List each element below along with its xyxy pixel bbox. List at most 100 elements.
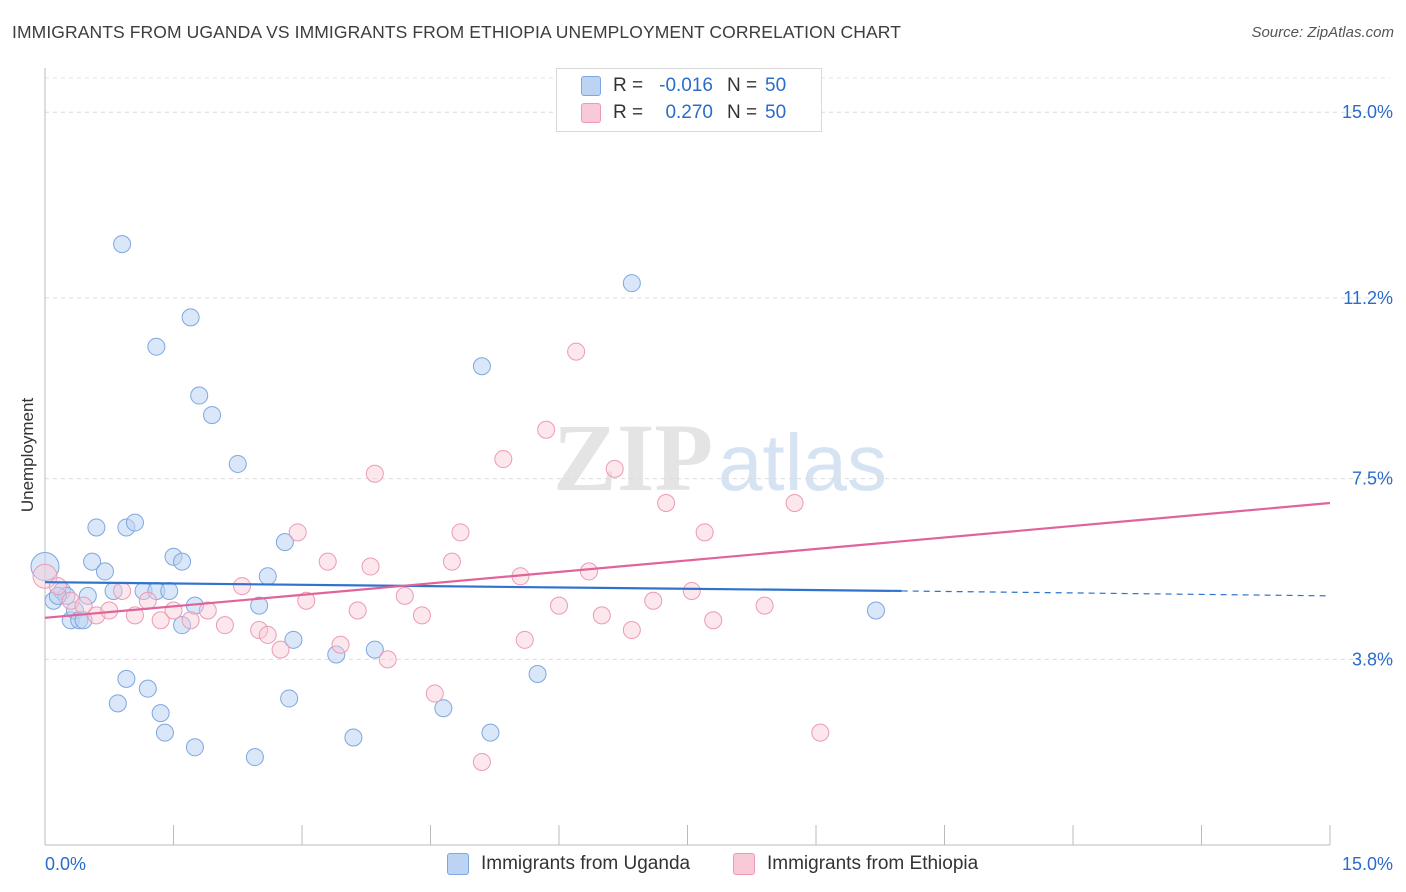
legend-label: Immigrants from Uganda: [481, 853, 691, 874]
uganda-point: [113, 235, 132, 254]
legend-item-uganda[interactable]: Immigrants from Uganda: [447, 852, 690, 876]
y-tick-label: 3.8%: [1352, 649, 1393, 669]
uganda-point: [190, 386, 209, 405]
y-tick-label: 15.0%: [1342, 102, 1393, 122]
uganda-point: [108, 694, 127, 713]
x-tick-label: 0.0%: [45, 854, 86, 874]
uganda-point: [258, 567, 277, 586]
ethiopia-point: [233, 577, 252, 596]
ethiopia-point: [755, 596, 774, 615]
ethiopia-point: [365, 464, 384, 483]
ethiopia-point: [181, 611, 200, 630]
uganda-point: [78, 586, 97, 605]
uganda-point: [160, 581, 179, 600]
ethiopia-point: [442, 552, 461, 571]
uganda-trend-extension: [901, 590, 1331, 597]
ethiopia-point: [378, 650, 397, 669]
uganda-point: [95, 562, 114, 581]
ethiopia-point: [331, 635, 350, 654]
uganda-point: [344, 728, 363, 747]
watermark-atlas: atlas: [718, 418, 887, 507]
ethiopia-point: [785, 494, 804, 513]
uganda-point: [280, 689, 299, 708]
ethiopia-point: [592, 606, 611, 625]
x-tick-label: 15.0%: [1342, 854, 1393, 874]
uganda-point: [250, 596, 269, 615]
ethiopia-point: [164, 601, 183, 620]
uganda-point: [622, 274, 641, 293]
watermark-zip: ZIP: [553, 404, 713, 511]
uganda-point: [528, 665, 547, 684]
ethiopia-point: [348, 601, 367, 620]
n-value: 50: [765, 75, 787, 96]
ethiopia-point: [605, 459, 624, 478]
n-label: N =: [727, 102, 758, 123]
uganda-trend-line: [44, 581, 902, 593]
ethiopia-point: [425, 684, 444, 703]
uganda-point: [87, 518, 106, 537]
legend-label: Immigrants from Ethiopia: [767, 853, 979, 874]
legend-item-ethiopia[interactable]: Immigrants from Ethiopia: [733, 852, 978, 876]
uganda-point: [138, 679, 157, 698]
legend-row-uganda: R = -0.016 N = 50: [581, 74, 786, 98]
ethiopia-point: [138, 591, 157, 610]
ethiopia-point: [48, 577, 67, 596]
r-label: R =: [613, 102, 644, 123]
ethiopia-legend-swatch: [733, 853, 755, 875]
r-value: 0.270: [665, 102, 713, 123]
source-label: Source: ZipAtlas.com: [1251, 24, 1394, 41]
ethiopia-point: [657, 494, 676, 513]
r-value: -0.016: [659, 75, 713, 96]
ethiopia-point: [622, 621, 641, 640]
uganda-point: [284, 630, 303, 649]
ethiopia-point: [472, 752, 491, 771]
uganda-point: [117, 669, 136, 688]
uganda-point: [245, 748, 264, 767]
uganda-point: [155, 723, 174, 742]
uganda-point: [275, 533, 294, 552]
ethiopia-point: [297, 591, 316, 610]
uganda-point: [228, 454, 247, 473]
ethiopia-point: [515, 630, 534, 649]
ethiopia-point: [567, 342, 586, 361]
uganda-point: [125, 513, 144, 532]
n-value: 50: [765, 102, 787, 123]
uganda-point: [147, 337, 166, 356]
uganda-point: [365, 640, 384, 659]
uganda-point: [173, 552, 192, 571]
uganda-point: [434, 699, 453, 718]
stats-legend: R = -0.016 N = 50 R = 0.270 N = 50: [556, 68, 822, 132]
ethiopia-swatch: [581, 103, 601, 123]
ethiopia-point: [271, 640, 290, 659]
ethiopia-point: [258, 625, 277, 644]
uganda-swatch: [581, 76, 601, 96]
ethiopia-point: [288, 523, 307, 542]
ethiopia-point: [412, 606, 431, 625]
r-label: R =: [613, 75, 644, 96]
y-tick-label: 7.5%: [1352, 469, 1393, 489]
uganda-point: [151, 704, 170, 723]
uganda-point: [83, 552, 102, 571]
ethiopia-point: [395, 586, 414, 605]
uganda-point: [327, 645, 346, 664]
ethiopia-point: [682, 581, 701, 600]
ethiopia-point: [537, 420, 556, 439]
ethiopia-point: [151, 611, 170, 630]
ethiopia-point: [579, 562, 598, 581]
ethiopia-trend-line: [44, 501, 1331, 619]
ethiopia-point: [644, 591, 663, 610]
ethiopia-point: [198, 601, 217, 620]
uganda-point: [203, 406, 222, 425]
ethiopia-point: [494, 450, 513, 469]
uganda-point: [185, 738, 204, 757]
uganda-point: [481, 723, 500, 742]
uganda-legend-swatch: [447, 853, 469, 875]
ethiopia-point: [550, 596, 568, 615]
y-tick-label: 11.2%: [1343, 288, 1393, 308]
uganda-point: [30, 552, 60, 582]
uganda-point: [173, 616, 192, 635]
legend-row-ethiopia: R = 0.270 N = 50: [581, 101, 786, 125]
uganda-point: [472, 357, 491, 376]
ethiopia-point: [113, 581, 132, 600]
